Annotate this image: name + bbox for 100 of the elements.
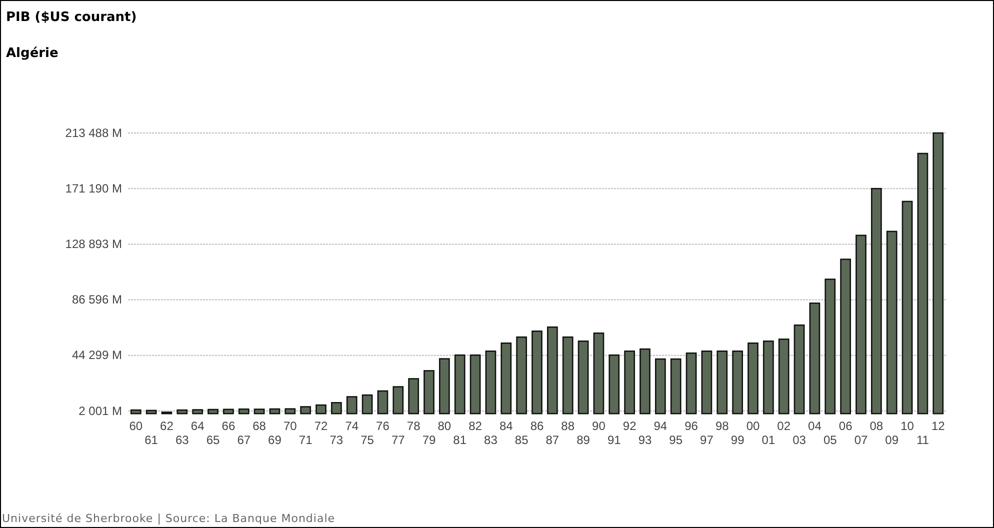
bar [886, 230, 898, 414]
x-tick-label: 98 [715, 419, 730, 434]
x-tick-label: 03 [792, 433, 806, 448]
x-tick-label: 60 [129, 419, 143, 434]
bar [870, 188, 882, 414]
bar [377, 390, 388, 414]
bar [902, 200, 913, 414]
bar [485, 350, 496, 414]
x-tick-label: 96 [684, 419, 698, 434]
bar [593, 332, 604, 414]
x-tick-label: 90 [592, 419, 606, 434]
bar [917, 152, 928, 414]
x-tick-label: 75 [360, 433, 374, 448]
x-tick-label: 86 [530, 419, 544, 434]
x-tick-label: 66 [222, 419, 236, 434]
x-tick-label: 05 [823, 433, 838, 448]
x-tick-label: 82 [468, 419, 482, 434]
bar [238, 408, 250, 414]
x-tick-label: 11 [916, 433, 930, 448]
x-tick-label: 76 [376, 419, 390, 434]
bar [316, 404, 326, 414]
chart-title: PIB ($US courant) [6, 10, 137, 25]
bar [362, 394, 373, 414]
x-tick-label: 73 [330, 433, 344, 448]
x-tick-label: 04 [808, 419, 822, 434]
chart-subtitle: Algérie [6, 46, 59, 61]
x-tick-label: 67 [237, 433, 251, 448]
y-tick-label: 86 596 M [72, 292, 122, 307]
bar [500, 342, 512, 414]
x-tick-label: 12 [931, 419, 946, 434]
x-tick-label: 93 [638, 433, 652, 448]
bar [346, 396, 358, 414]
x-tick-label: 61 [144, 433, 158, 448]
bar [439, 358, 450, 414]
x-tick-label: 64 [190, 419, 205, 434]
bar [176, 409, 188, 414]
bar [470, 354, 481, 414]
x-tick-label: 94 [654, 419, 668, 434]
bar [608, 354, 620, 414]
y-tick-label: 213 488 M [65, 126, 122, 140]
bar [516, 336, 528, 414]
bar [392, 386, 404, 414]
bar [284, 408, 296, 414]
x-tick-label: 06 [838, 419, 853, 434]
x-tick-label: 87 [546, 433, 560, 448]
x-tick-label: 68 [252, 419, 266, 434]
bar [223, 408, 234, 414]
x-tick-label: 97 [700, 433, 714, 448]
x-tick-label: 85 [514, 433, 529, 448]
x-tick-label: 89 [576, 433, 590, 448]
bar [532, 330, 542, 414]
x-tick-label: 74 [345, 419, 359, 434]
x-tick-label: 84 [499, 419, 514, 434]
bar [732, 350, 743, 414]
bar [824, 278, 836, 414]
y-tick-label: 128 893 M [65, 237, 122, 252]
x-tick-label: 79 [422, 433, 436, 448]
bar [269, 408, 280, 414]
bar [809, 302, 820, 414]
x-tick-label: 63 [175, 433, 190, 448]
bar [840, 258, 851, 414]
x-tick-label: 77 [391, 433, 406, 448]
bar [300, 406, 312, 414]
bar [454, 354, 466, 414]
x-tick-label: 88 [561, 419, 575, 434]
x-tick-label: 81 [453, 433, 467, 448]
x-tick-label: 62 [160, 419, 174, 434]
x-tick-label: 80 [438, 419, 452, 434]
x-tick-label: 09 [885, 433, 899, 448]
x-tick-label: 83 [484, 433, 498, 448]
bar [208, 408, 218, 414]
y-tick-label: 44 299 M [72, 348, 122, 362]
x-tick-label: 72 [314, 419, 328, 434]
x-tick-label: 08 [870, 419, 884, 434]
x-tick-label: 99 [730, 433, 745, 448]
bar [562, 336, 574, 414]
bar [794, 324, 805, 414]
x-tick-label: 92 [622, 419, 637, 434]
x-tick-label: 10 [900, 419, 914, 434]
x-tick-label: 78 [406, 419, 421, 434]
bar [146, 410, 157, 414]
bar [778, 338, 790, 414]
bar [716, 350, 728, 414]
bar [624, 350, 635, 414]
bar [424, 370, 434, 414]
x-tick-label: 91 [607, 433, 622, 448]
bar [686, 352, 697, 414]
bar [578, 340, 589, 414]
x-tick-label: 71 [298, 433, 313, 448]
x-tick-label: 02 [777, 419, 791, 434]
x-tick-label: 07 [854, 433, 868, 448]
text: Université de Sherbrooke | Source: La Banque Mondiale [2, 512, 336, 525]
y-tick-label: 171 190 M [65, 181, 122, 196]
bar [640, 348, 650, 414]
bar [670, 358, 682, 414]
bar [856, 234, 866, 414]
x-tick-label: 70 [283, 419, 298, 434]
bar [331, 402, 342, 414]
bar [654, 358, 666, 414]
x-tick-label: 69 [268, 433, 282, 448]
